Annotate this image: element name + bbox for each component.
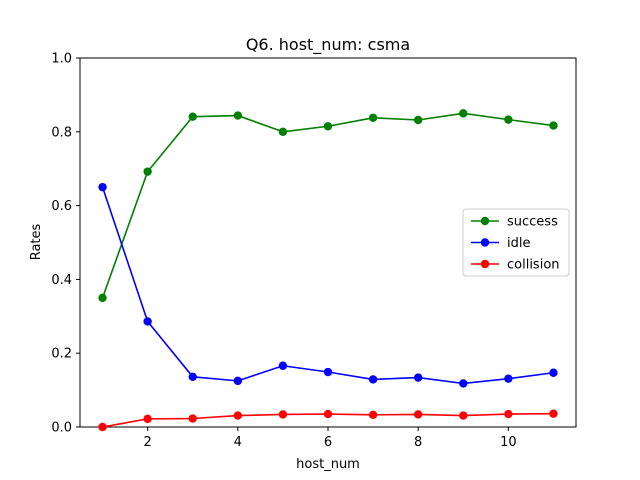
chart-title: Q6. host_num: csma — [246, 35, 410, 55]
data-point-collision — [459, 411, 468, 420]
data-point-idle — [278, 361, 288, 370]
data-point-success — [278, 127, 288, 136]
y-tick-label: 0.0 — [51, 421, 72, 436]
data-point-success — [98, 293, 107, 303]
data-point-collision — [323, 409, 333, 419]
legend-marker-success — [480, 216, 490, 226]
data-point-collision — [143, 414, 152, 424]
data-point-success — [504, 115, 513, 124]
data-point-idle — [143, 317, 152, 326]
legend-label-success: success — [507, 215, 558, 230]
data-point-idle — [413, 373, 423, 382]
legend-label-idle: idle — [507, 236, 530, 251]
x-tick-label: 10 — [500, 435, 517, 450]
data-point-success — [413, 115, 423, 125]
data-point-success — [368, 113, 378, 122]
data-point-collision — [233, 411, 243, 420]
data-point-success — [323, 122, 333, 131]
x-tick-label: 6 — [324, 435, 332, 450]
x-tick-label: 4 — [234, 435, 242, 450]
data-point-collision — [188, 414, 197, 423]
legend: success idle collision — [462, 208, 570, 277]
data-point-idle — [504, 374, 513, 383]
x-tick-label: 2 — [143, 435, 151, 450]
data-point-idle — [549, 368, 558, 377]
data-point-collision — [549, 409, 558, 418]
data-point-idle — [323, 367, 333, 377]
x-axis-label: host_num — [296, 457, 360, 472]
y-tick-label: 0.8 — [51, 125, 72, 140]
x-tick-label: 8 — [414, 435, 422, 450]
data-point-idle — [233, 376, 243, 386]
y-tick-label: 1.0 — [51, 52, 72, 67]
plot-area: 2 4 6 8 10 0.0 0.2 0.4 0.6 0.8 1.0 — [51, 52, 577, 450]
data-point-collision — [278, 410, 288, 419]
data-point-collision — [504, 409, 513, 419]
y-axis-label: Rates — [29, 223, 44, 260]
data-point-success — [188, 112, 197, 121]
data-point-success — [549, 121, 558, 130]
data-point-collision — [368, 410, 378, 420]
data-point-idle — [459, 379, 468, 388]
data-point-collision — [98, 422, 107, 432]
legend-marker-collision — [480, 259, 490, 269]
y-tick-label: 0.4 — [51, 273, 72, 288]
legend-label-collision: collision — [507, 258, 560, 273]
y-tick-label: 0.2 — [51, 347, 72, 362]
data-point-idle — [98, 182, 107, 192]
data-point-success — [233, 111, 243, 120]
data-point-success — [459, 109, 468, 118]
data-point-idle — [368, 375, 378, 384]
legend-frame — [462, 208, 570, 277]
legend-marker-idle — [480, 238, 490, 247]
data-point-collision — [413, 410, 423, 419]
y-tick-label: 0.6 — [51, 199, 72, 214]
data-point-idle — [188, 372, 197, 382]
data-point-success — [143, 167, 152, 176]
